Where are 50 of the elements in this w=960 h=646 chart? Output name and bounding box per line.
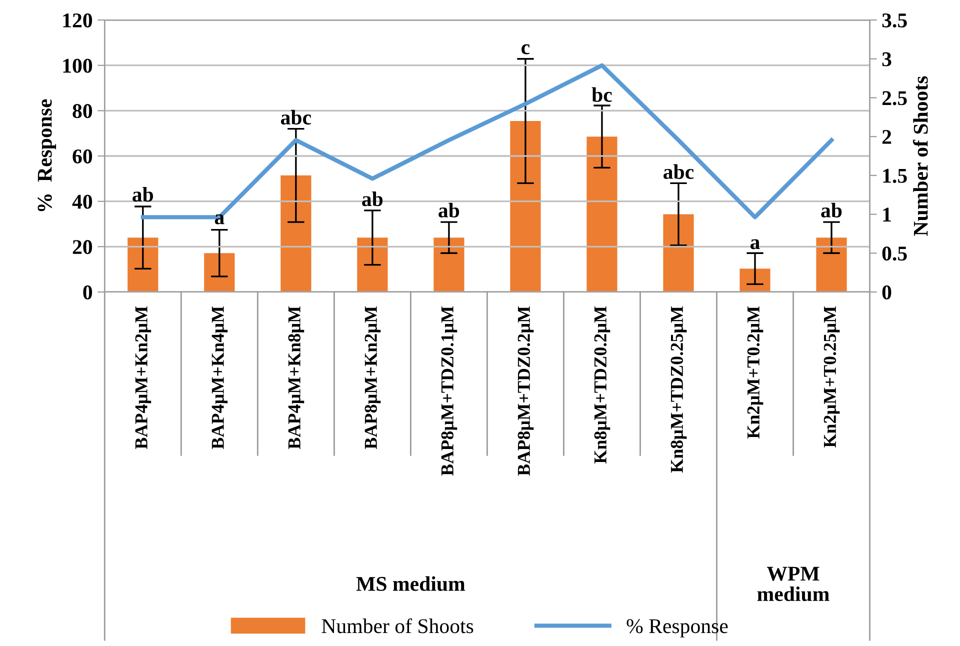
annotation: abc	[664, 164, 694, 179]
bar	[663, 214, 694, 292]
text: WPM medium	[757, 566, 830, 602]
y-tick-label: 0	[83, 285, 92, 300]
x-tick-label: BAP8µM+Kn2µM	[364, 306, 381, 450]
y2-axis-title: Number of Shoots	[912, 76, 928, 236]
legend-label: % Response	[626, 619, 728, 638]
y-tick-label: 40	[72, 194, 92, 209]
y-tick-label: 80	[72, 104, 92, 118]
y-tick-label: 20	[72, 240, 92, 254]
bar	[816, 238, 847, 292]
y2-tick-label: 2	[882, 130, 892, 144]
annotation: abc	[280, 110, 312, 125]
bar	[357, 238, 388, 292]
annotation: ab	[362, 192, 383, 206]
x-tick-label: Kn8µM+TDZ0.25µM	[670, 306, 687, 473]
annotation: ab	[438, 202, 460, 218]
annotation: a	[750, 239, 760, 250]
x-tick-label: Kn2µM+T0.25µM	[824, 306, 840, 448]
bar	[510, 121, 541, 292]
legend-label: Number of Shoots	[322, 618, 474, 634]
x-tick-label: BAP8µM+TDZ0.1µM	[441, 306, 458, 476]
x-tick-label: BAP4µM+Kn8µM	[288, 306, 304, 450]
bar	[434, 238, 464, 292]
bar	[586, 136, 618, 292]
y2-tick-label: 0	[882, 285, 892, 300]
y2-tick-label: 1.5	[883, 168, 907, 183]
bar	[204, 253, 235, 292]
y2-tick-label: 3	[882, 52, 892, 66]
y-tick-label: 120	[63, 13, 92, 28]
y2-tick-label: 1	[883, 208, 891, 222]
x-tick-label: Kn8µM+TDZ0.2µM	[594, 306, 610, 464]
bar	[740, 268, 770, 292]
y-axis-title: % Response	[38, 99, 56, 212]
x-tick-label: BAP4µM+Kn4µM	[212, 306, 228, 450]
y2-tick-label: 0.5	[882, 246, 907, 261]
x-tick-label: Kn2µM+T0.2µM	[747, 306, 764, 438]
annotation: ab	[132, 186, 154, 202]
bar	[128, 238, 158, 292]
annotation: ab	[821, 202, 842, 218]
y2-tick-label: 2.5	[882, 91, 907, 106]
annotation: c	[522, 44, 530, 54]
bar	[280, 175, 312, 292]
x-tick-label: BAP8µM+TDZ0.2µM	[518, 306, 534, 476]
text: MS medium	[356, 576, 466, 591]
y-tick-label: 60	[72, 149, 92, 164]
x-tick-label: BAP4µM+Kn2µM	[135, 306, 152, 450]
annotation: bc	[592, 87, 612, 102]
y-tick-label: 100	[63, 58, 92, 73]
y2-tick-label: 3.5	[882, 13, 907, 28]
